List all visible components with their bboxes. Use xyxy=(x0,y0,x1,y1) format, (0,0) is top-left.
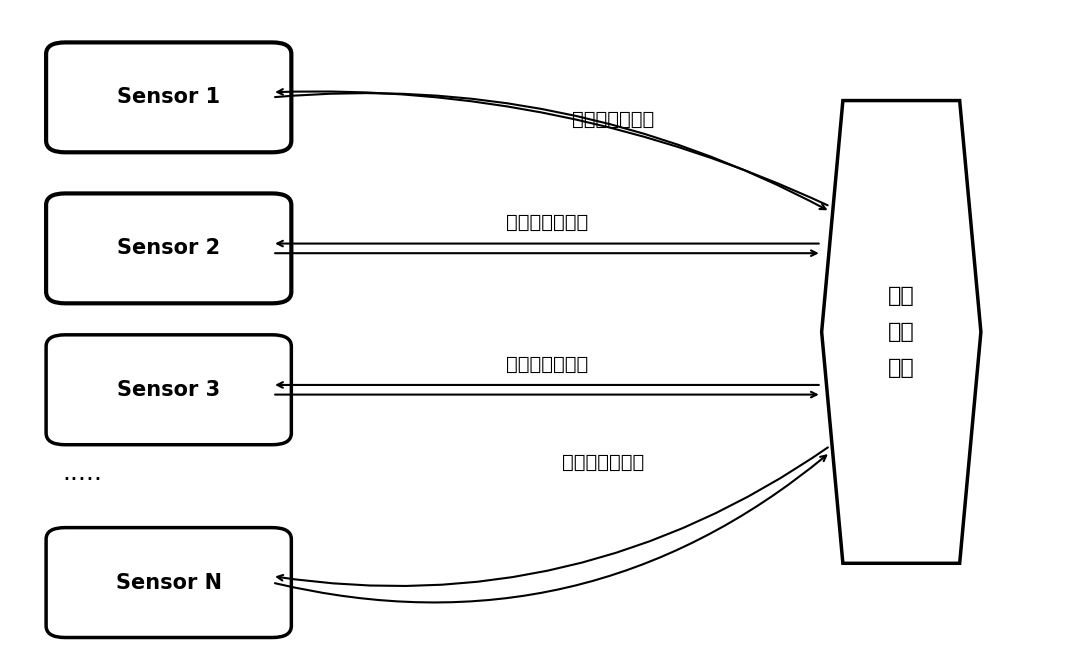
Text: 传感器数据交互: 传感器数据交互 xyxy=(506,214,588,232)
Text: 传感器数据交互: 传感器数据交互 xyxy=(506,355,588,374)
Text: .....: ..... xyxy=(62,462,103,485)
Text: Sensor N: Sensor N xyxy=(116,573,221,592)
FancyBboxPatch shape xyxy=(46,527,291,637)
Text: Sensor 3: Sensor 3 xyxy=(117,380,220,400)
Text: Sensor 2: Sensor 2 xyxy=(117,238,220,258)
FancyBboxPatch shape xyxy=(46,335,291,445)
FancyBboxPatch shape xyxy=(46,193,291,303)
Text: 传感器数据交互: 传感器数据交互 xyxy=(562,453,644,473)
Text: 传感器数据交互: 传感器数据交互 xyxy=(572,110,655,129)
FancyBboxPatch shape xyxy=(46,42,291,152)
Text: Sensor 1: Sensor 1 xyxy=(117,87,220,107)
Text: 车辆
主机
系统: 车辆 主机 系统 xyxy=(888,286,915,378)
